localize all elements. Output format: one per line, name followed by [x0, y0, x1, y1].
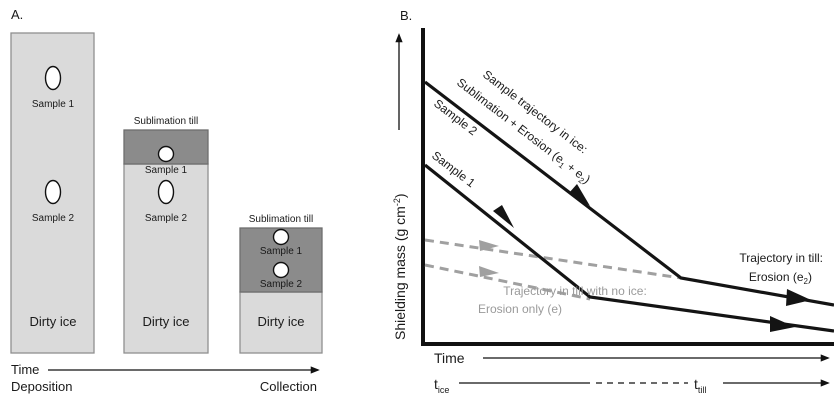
no-ice-trajectory-formula: Erosion only (e): [478, 302, 562, 316]
ice-formula-close: ): [581, 173, 593, 187]
panel-b: B. Shielding mass (g cm-2) Time tice tti…: [392, 8, 834, 395]
till-formula-sub: 2: [804, 277, 809, 286]
dirty-ice-block-3: [239, 291, 323, 354]
t-ice-sub: ice: [438, 385, 450, 395]
ice-formula-sub-1: 1: [557, 161, 566, 171]
no-ice-arrowhead-lower: [479, 266, 499, 277]
sample-1-ice-arrowhead: [493, 205, 514, 228]
t-till-main: t: [694, 376, 698, 392]
t-ice-main: t: [434, 376, 438, 392]
dirty-ice-label-col3: Dirty ice: [258, 314, 305, 329]
panel-a: A. Sample 1 Sample 2 Dirty ice Sublimati…: [10, 7, 323, 394]
sample-2-till-arrowhead: [786, 289, 811, 306]
sample-2-ice-arrowhead: [569, 184, 590, 206]
sublimation-till-layer-3: [239, 227, 323, 293]
time-label-a: Time: [11, 362, 39, 377]
panel-a-label: A.: [11, 7, 23, 22]
column-intermediate: Sublimation till Sample 1 Sample 2 Dirty…: [123, 116, 209, 354]
till-trajectory-title: Trajectory in till:: [739, 251, 823, 265]
sample-2-marker-col2: [157, 179, 175, 205]
sample-1-marker-col3: [272, 228, 290, 246]
sublimation-till-label-col2: Sublimation till: [134, 116, 198, 127]
sample-2-trajectory: [424, 80, 834, 307]
sample-1-marker-col2: [157, 145, 175, 163]
y-axis-label: Shielding mass (g cm-2): [392, 193, 408, 340]
x-axis-label: Time: [434, 350, 465, 366]
sample-2-marker-col1: [44, 179, 62, 205]
sample-1-till-arrowhead: [770, 316, 795, 332]
sample-1-label-col2: Sample 1: [145, 165, 188, 176]
t-till-label: ttill: [694, 376, 706, 395]
panel-a-time-axis: Time Deposition Collection: [11, 362, 320, 394]
sample-2-label-col2: Sample 2: [145, 213, 188, 224]
y-axis-label-sup: -2: [392, 198, 402, 206]
till-trajectory-formula: Erosion (e2): [749, 270, 812, 286]
sample-1-trajectory: [424, 163, 834, 333]
sample-1-label-col1: Sample 1: [32, 99, 75, 110]
collection-label: Collection: [260, 379, 317, 394]
column-deposition: Sample 1 Sample 2 Dirty ice: [10, 32, 95, 354]
ice-formula-sub-2: 2: [577, 176, 586, 186]
column-collection: Sublimation till Sample 1 Sample 2 Dirty…: [239, 214, 323, 354]
sample-1-label-col3: Sample 1: [260, 246, 303, 257]
no-ice-trajectory-lower: [424, 263, 591, 301]
sublimation-till-label-col3: Sublimation till: [249, 214, 313, 225]
sample-2-marker-col3: [272, 261, 290, 279]
t-ice-label: tice: [434, 376, 449, 395]
deposition-label: Deposition: [11, 379, 72, 394]
y-axis-label-main: Shielding mass (g cm: [392, 206, 408, 340]
dirty-ice-label-col2: Dirty ice: [143, 314, 190, 329]
sample-2-label-col1: Sample 2: [32, 213, 75, 224]
y-axis-label-end: ): [392, 193, 408, 198]
dirty-ice-label-col1: Dirty ice: [30, 314, 77, 329]
till-formula-main: Erosion (e: [749, 270, 804, 284]
sample-1-series-label: Sample 1: [429, 148, 478, 190]
no-ice-trajectory-upper: [424, 238, 682, 280]
no-ice-arrowhead-upper: [479, 240, 499, 251]
panel-b-label: B.: [400, 8, 412, 23]
sample-2-label-col3: Sample 2: [260, 279, 303, 290]
no-ice-trajectory-title: Trajectory in till with no ice:: [503, 284, 647, 298]
till-formula-end: ): [808, 270, 812, 284]
t-till-sub: till: [698, 385, 707, 395]
sample-1-marker-col1: [44, 65, 62, 91]
